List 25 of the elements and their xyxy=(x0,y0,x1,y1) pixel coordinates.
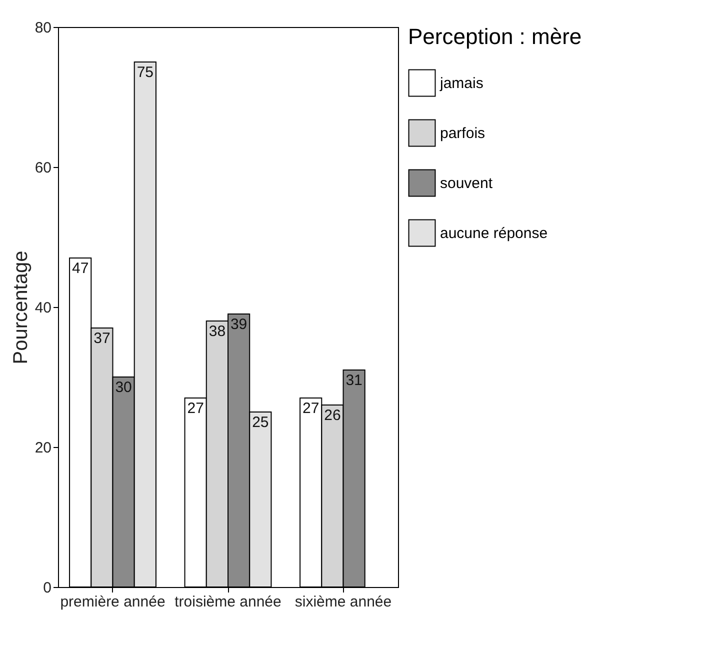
data-label: 47 xyxy=(72,260,89,277)
data-label: 31 xyxy=(346,372,362,389)
data-label: 38 xyxy=(208,323,226,340)
legend-label: parfois xyxy=(440,125,486,142)
x-tick-label: troisième année xyxy=(174,594,282,610)
y-tick-label: 40 xyxy=(34,300,52,316)
x-tick-label: première année xyxy=(60,594,166,610)
y-tick-label: 80 xyxy=(34,20,52,36)
legend-label: souvent xyxy=(440,175,494,192)
data-label: 39 xyxy=(230,316,248,333)
data-label: 37 xyxy=(94,330,110,347)
data-label: 27 xyxy=(187,400,204,417)
data-label: 75 xyxy=(136,64,154,81)
legend-label: jamais xyxy=(439,75,484,92)
data-label: 25 xyxy=(252,414,269,431)
data-label: 30 xyxy=(115,379,132,396)
x-tick-label: sixième année xyxy=(294,594,392,610)
data-label: 26 xyxy=(324,407,341,424)
data-label: 27 xyxy=(302,400,320,417)
y-axis-title: Pourcentage xyxy=(10,250,32,364)
y-tick-label: 20 xyxy=(34,440,52,456)
legend-label: aucune réponse xyxy=(440,225,548,242)
legend-title: Perception : mère xyxy=(408,24,582,49)
y-tick-label: 0 xyxy=(43,580,52,596)
y-tick-label: 60 xyxy=(34,160,52,176)
